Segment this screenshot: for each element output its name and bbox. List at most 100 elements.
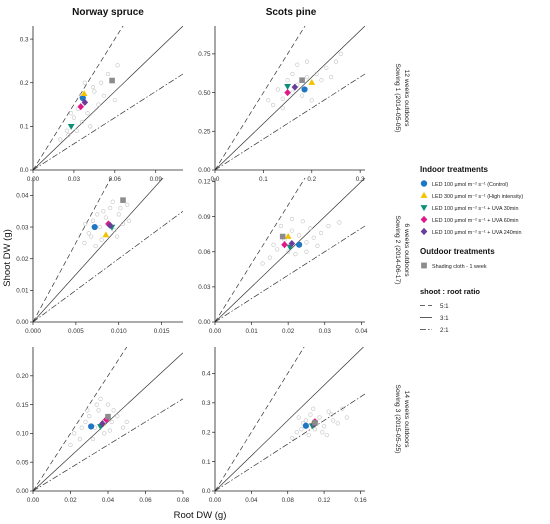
legend-ratio-label-1: 5:1	[440, 303, 449, 310]
individual-point	[66, 132, 71, 138]
individual-point	[74, 128, 79, 133]
x-tick-label: 0.010	[111, 328, 127, 335]
treatment-means	[88, 413, 111, 431]
ratio-line-2-1	[33, 210, 183, 322]
x-tick-label: 0.09	[150, 176, 163, 183]
individual-point	[266, 98, 271, 103]
y-tick-label: 0.75	[198, 51, 211, 58]
individual-point	[280, 105, 285, 111]
ratio-line-2-1	[33, 398, 183, 491]
x-tick-label: 0.01	[245, 328, 258, 335]
individual-point	[79, 425, 84, 430]
individual-point	[69, 111, 74, 116]
panel-5: 0.00 0.02 0.04 0.06 0.08 0.00 0.05 0.10 0.15 0.20	[16, 347, 190, 504]
row-subtitle-2: 6 weeks outdoors	[403, 223, 410, 277]
x-tick-label: 0.08	[282, 497, 295, 504]
individual-point	[126, 218, 132, 223]
individual-point	[103, 215, 108, 220]
individual-point	[77, 437, 82, 442]
treatment-mean-2	[80, 90, 88, 96]
individual-point	[82, 80, 87, 85]
ratio-line-3-1	[33, 26, 183, 170]
y-tick-label: 0.12	[198, 179, 211, 186]
individual-point	[290, 90, 295, 95]
treatment-mean-5	[81, 98, 89, 106]
individual-point	[90, 437, 96, 442]
x-axis-label: Root DW (g)	[174, 510, 227, 521]
legend: Indoor treatments LED 100 µmol m⁻² s⁻¹ (C…	[420, 165, 523, 334]
individual-point	[337, 220, 342, 225]
individual-points	[58, 63, 120, 142]
y-tick-label: 0.1	[202, 459, 211, 466]
panel-3: 0.000 0.005 0.010 0.015 0.00 0.01 0.02 0.03 0.04	[16, 178, 183, 335]
treatment-mean-5	[291, 83, 299, 91]
individual-point	[311, 406, 316, 411]
individual-point	[285, 78, 290, 83]
individual-point	[101, 93, 107, 98]
individual-point	[318, 230, 324, 236]
treatment-mean-1	[296, 241, 303, 248]
legend-marker-indoor-1	[420, 180, 428, 187]
y-tick-label: 0.2	[202, 429, 211, 436]
individual-point	[105, 402, 111, 407]
ratio-line-2-1	[215, 73, 365, 170]
individual-point	[71, 115, 77, 120]
individual-point	[96, 408, 101, 413]
ratio-line-3-1	[33, 352, 183, 491]
individual-point	[124, 419, 129, 424]
treatment-mean-6	[312, 420, 318, 426]
individual-point	[293, 251, 298, 257]
treatment-mean-4	[77, 103, 84, 111]
individual-point	[98, 396, 103, 401]
ratio-line-3-1	[215, 347, 364, 491]
y-tick-label: 0.20	[16, 373, 29, 380]
treatment-means	[284, 77, 316, 97]
legend-ratio-title: shoot : root ratio	[420, 287, 480, 296]
ratio-lines	[33, 347, 183, 491]
individual-point	[275, 87, 281, 92]
individual-point	[97, 224, 102, 230]
individual-point	[99, 237, 104, 242]
individual-point	[112, 98, 117, 103]
treatment-mean-4	[281, 241, 288, 249]
individual-point	[116, 212, 121, 217]
treatment-mean-1	[88, 423, 95, 430]
individual-point	[64, 128, 70, 133]
individual-point	[306, 433, 311, 438]
individual-point	[289, 216, 294, 222]
legend-marker-indoor-4	[420, 215, 428, 224]
individual-point	[290, 436, 295, 441]
individual-point	[115, 414, 120, 419]
individual-point	[304, 249, 309, 254]
y-tick-label: 0.2	[20, 80, 29, 87]
x-tick-label: 0.04	[355, 328, 368, 335]
individual-point	[308, 412, 313, 417]
individual-point	[270, 102, 276, 108]
individual-point	[294, 430, 299, 435]
legend-label-indoor-3: LED 100 µmol m⁻² s⁻¹ + UVA 30min	[432, 206, 518, 212]
x-tick-label: 0.000	[25, 328, 41, 335]
individual-point	[87, 414, 92, 419]
x-tick-label: 0.00	[209, 328, 222, 335]
legend-ratio-label-3: 2:1	[440, 327, 449, 334]
individual-point	[308, 226, 313, 231]
y-tick-label: 0.4	[202, 371, 211, 378]
legend-ratio-label-2: 3:1	[440, 315, 449, 322]
individual-point	[324, 433, 329, 438]
ratio-line-5-1	[33, 26, 124, 170]
treatment-means	[302, 418, 319, 430]
x-tick-label: 0.02	[64, 497, 77, 504]
treatment-means	[67, 77, 115, 130]
individual-point	[102, 431, 107, 436]
individual-point	[326, 409, 331, 414]
x-tick-label: 0.03	[68, 176, 81, 183]
column-title-spruce: Norway spruce	[72, 7, 144, 18]
y-tick-label: 0.09	[198, 214, 211, 221]
y-tick-label: 0.06	[198, 249, 211, 256]
treatment-mean-4	[284, 89, 291, 97]
legend-label-indoor-5: LED 100 µmol m⁻² s⁻¹ + UVA 240min	[432, 230, 521, 236]
individual-point	[335, 421, 340, 426]
individual-point	[324, 65, 329, 70]
ratio-lines	[33, 178, 183, 322]
individual-point	[280, 96, 285, 101]
